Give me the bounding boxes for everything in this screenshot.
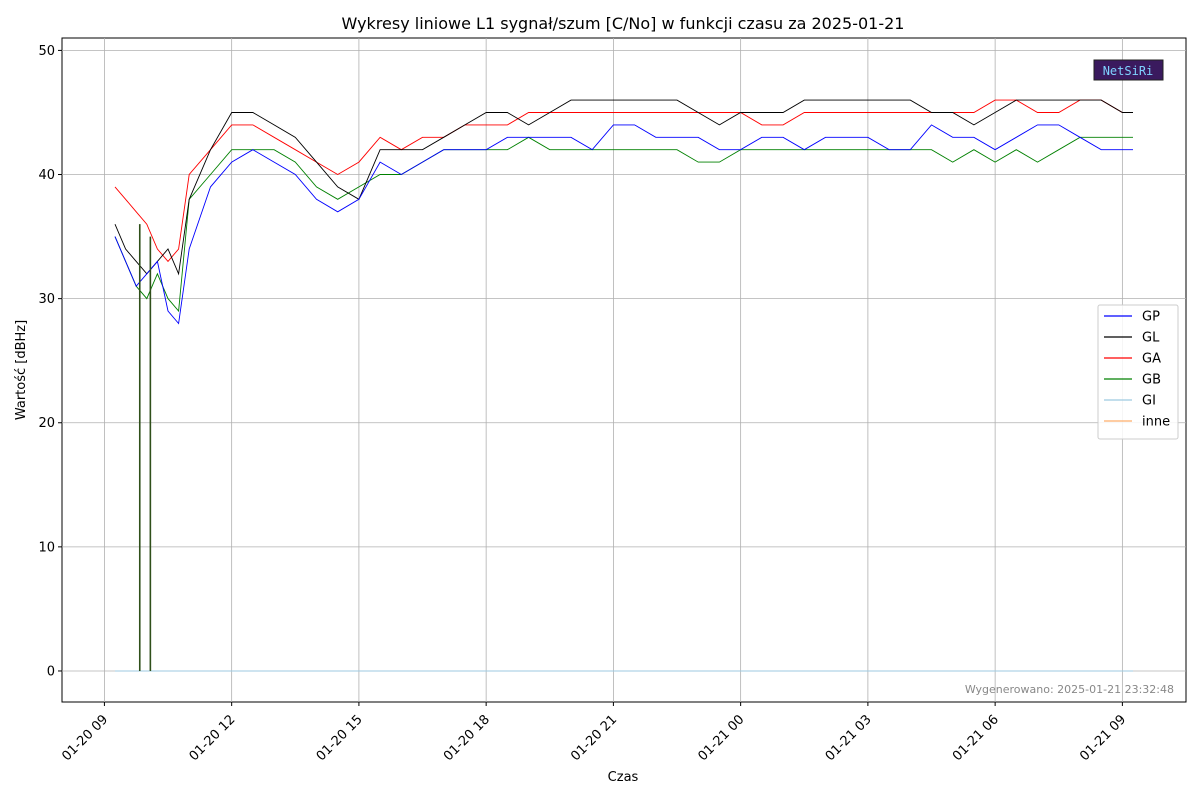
- plot-area: [61, 37, 1187, 703]
- x-tick-label: 01-21 09: [1077, 712, 1129, 764]
- legend-label-gb: GB: [1142, 373, 1161, 388]
- x-tick-label: 01-20 18: [441, 712, 493, 764]
- x-axis-label: Czas: [608, 770, 639, 785]
- series-lines: [114, 99, 1133, 672]
- grid: [62, 38, 1186, 702]
- x-tick-label: 01-20 15: [314, 712, 366, 764]
- chart-title: Wykresy liniowe L1 sygnał/szum [C/No] w …: [342, 14, 905, 33]
- generated-timestamp: Wygenerowano: 2025-01-21 23:32:48: [965, 683, 1174, 696]
- legend-label-gi: GI: [1142, 394, 1156, 409]
- y-axis-label: Wartość [dBHz]: [14, 320, 29, 420]
- x-tick-label: 01-20 09: [59, 712, 111, 764]
- legend-label-gl: GL: [1142, 331, 1160, 346]
- series-line-gp: [114, 124, 1133, 325]
- x-tick-label: 01-21 00: [696, 712, 748, 764]
- y-tick-label: 30: [38, 292, 55, 307]
- legend-label-ga: GA: [1142, 352, 1161, 367]
- logo-text: NetSiRi: [1103, 64, 1154, 78]
- y-tick-label: 10: [38, 540, 55, 555]
- y-axis-ticks: 0 10 20 30 40 50: [38, 44, 62, 679]
- legend-label-inne: inne: [1142, 415, 1170, 430]
- y-tick-label: 40: [38, 168, 55, 183]
- series-line-ga: [114, 99, 1133, 263]
- legend: GP GL GA GB GI inne: [1097, 304, 1179, 440]
- y-tick-label: 20: [38, 416, 55, 431]
- x-tick-label: 01-21 03: [823, 712, 875, 764]
- x-tick-label: 01-20 12: [187, 712, 239, 764]
- y-tick-label: 50: [38, 44, 55, 59]
- x-tick-label: 01-21 06: [950, 712, 1002, 764]
- logo: NetSiRi: [1093, 59, 1164, 81]
- x-axis-ticks: 01-20 09 01-20 12 01-20 15 01-20 18 01-20 21…: [59, 702, 1129, 764]
- x-tick-label: 01-20 21: [568, 712, 620, 764]
- legend-label-gp: GP: [1142, 310, 1160, 325]
- y-tick-label: 0: [47, 664, 55, 679]
- series-line-gl: [114, 99, 1133, 276]
- legend-box: [1097, 304, 1179, 440]
